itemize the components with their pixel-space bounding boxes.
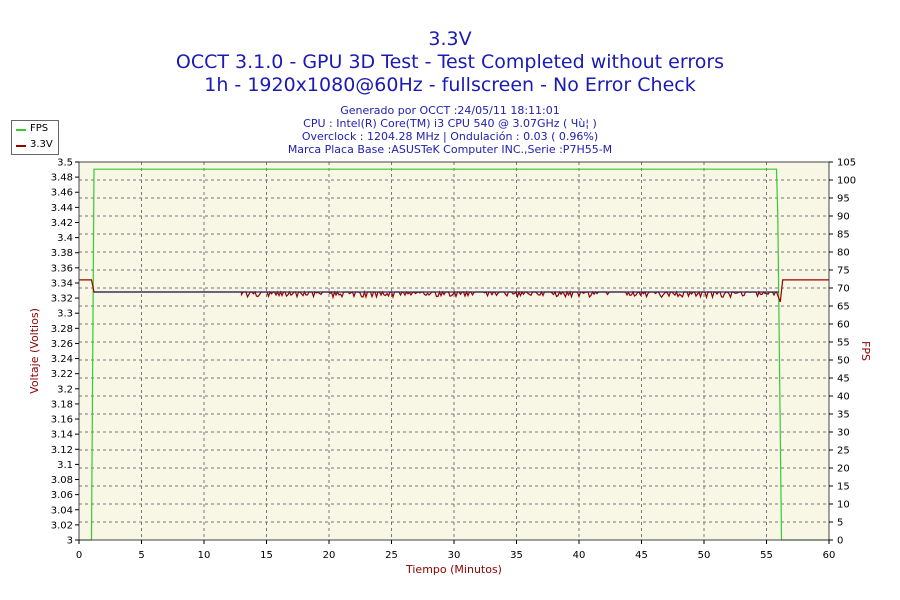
y2-tick-label: 45	[837, 374, 850, 385]
y2-tick-label: 105	[837, 158, 856, 169]
y-tick-label: 3.32	[51, 294, 73, 305]
y2-tick-label: 90	[837, 212, 850, 223]
y-tick-label: 3.24	[51, 354, 73, 365]
y-tick-label: 3	[67, 536, 73, 547]
y2-tick-label: 20	[837, 464, 850, 475]
x-tick-label: 55	[760, 550, 773, 561]
y-tick-label: 3.08	[51, 475, 73, 486]
x-tick-label: 10	[198, 550, 211, 561]
y-tick-label: 3.44	[51, 203, 73, 214]
chart-subtitle-test: OCCT 3.1.0 - GPU 3D Test - Test Complete…	[175, 51, 725, 73]
y2-tick-label: 85	[837, 230, 850, 241]
x-tick-label: 20	[323, 550, 336, 561]
y-tick-label: 3.14	[51, 430, 73, 441]
x-tick-label: 40	[573, 550, 586, 561]
y-tick-label: 3.26	[51, 339, 73, 350]
y-tick-label: 3.42	[51, 218, 73, 229]
x-tick-label: 25	[385, 550, 398, 561]
y2-tick-label: 80	[837, 248, 850, 259]
legend-swatch-fps	[16, 129, 26, 131]
y-tick-label: 3.46	[51, 188, 73, 199]
chart-subtitle-mode: 1h - 1920x1080@60Hz - fullscreen - No Er…	[204, 74, 696, 96]
y2-axis-title: FPS	[859, 341, 872, 361]
x-tick-label: 50	[698, 550, 711, 561]
y-tick-label: 3.5	[57, 158, 73, 169]
axes: 3.5 3.48 3.46 3.44 3.42 3.4 3.38 3.36 3.34 3.32 3.…	[51, 158, 856, 562]
x-tick-label: 35	[510, 550, 523, 561]
y2-tick-label: 35	[837, 410, 850, 421]
y2-tick-label: 100	[837, 176, 856, 187]
y2-tick-label: 25	[837, 446, 850, 457]
chart-title: 3.3V	[428, 28, 472, 50]
x-tick-label: 5	[138, 550, 144, 561]
legend-item-fps: FPS	[12, 123, 58, 137]
y2-tick-label: 55	[837, 338, 850, 349]
legend-label-fps: FPS	[30, 123, 49, 134]
y-tick-label: 3.36	[51, 263, 73, 274]
y2-tick-label: 95	[837, 194, 850, 205]
y2-tick-label: 65	[837, 302, 850, 313]
y-tick-label: 3.22	[51, 369, 73, 380]
info-overclock: Overclock : 1204.28 MHz | Ondulación : 0…	[301, 130, 599, 143]
y-tick-label: 3.02	[51, 520, 73, 531]
y-tick-label: 3.18	[51, 399, 73, 410]
y-tick-label: 3.3	[57, 309, 73, 320]
series-layer	[79, 168, 829, 541]
y-tick-label: 3.16	[51, 415, 73, 426]
y-tick-label: 3.38	[51, 248, 73, 259]
y-tick-label: 3.1	[57, 460, 73, 471]
y-tick-label: 3.04	[51, 505, 73, 516]
y-tick-label: 3.34	[51, 278, 73, 289]
x-tick-label: 0	[76, 550, 82, 561]
x-tick-label: 45	[635, 550, 648, 561]
y2-tick-label: 10	[837, 500, 850, 511]
y2-tick-label: 30	[837, 428, 850, 439]
grid-lines	[79, 162, 829, 540]
legend-label-3v3: 3.3V	[30, 139, 53, 150]
y-tick-label: 3.2	[57, 384, 73, 395]
y-tick-label: 3.4	[57, 233, 73, 244]
legend-swatch-3v3	[16, 145, 26, 147]
y-tick-label: 3.12	[51, 445, 73, 456]
y2-tick-label: 5	[837, 518, 843, 529]
y-tick-label: 3.06	[51, 490, 73, 501]
y2-tick-label: 15	[837, 482, 850, 493]
y-axis-title: Voltaje (Voltios)	[28, 308, 41, 394]
y-tick-label: 3.28	[51, 324, 73, 335]
y2-tick-label: 75	[837, 266, 850, 277]
legend-item-3v3: 3.3V	[12, 139, 58, 153]
y2-tick-label: 70	[837, 284, 850, 295]
info-cpu: CPU : Intel(R) Core(TM) i3 CPU 540 @ 3.0…	[303, 117, 597, 130]
x-tick-label: 30	[448, 550, 461, 561]
y2-tick-label: 50	[837, 356, 850, 367]
info-motherboard: Marca Placa Base :ASUSTeK Computer INC.,…	[287, 143, 613, 156]
y2-tick-label: 40	[837, 392, 850, 403]
y2-tick-label: 0	[837, 536, 843, 547]
y2-tick-label: 60	[837, 320, 850, 331]
x-tick-label: 15	[260, 550, 273, 561]
chart-legend: FPS 3.3V	[11, 120, 59, 155]
x-tick-label: 60	[823, 550, 836, 561]
y-tick-label: 3.48	[51, 173, 73, 184]
series-line-fps	[79, 168, 829, 541]
info-generated: Generado por OCCT :24/05/11 18:11:01	[340, 104, 560, 117]
x-axis-title: Tiempo (Minutos)	[405, 563, 502, 576]
